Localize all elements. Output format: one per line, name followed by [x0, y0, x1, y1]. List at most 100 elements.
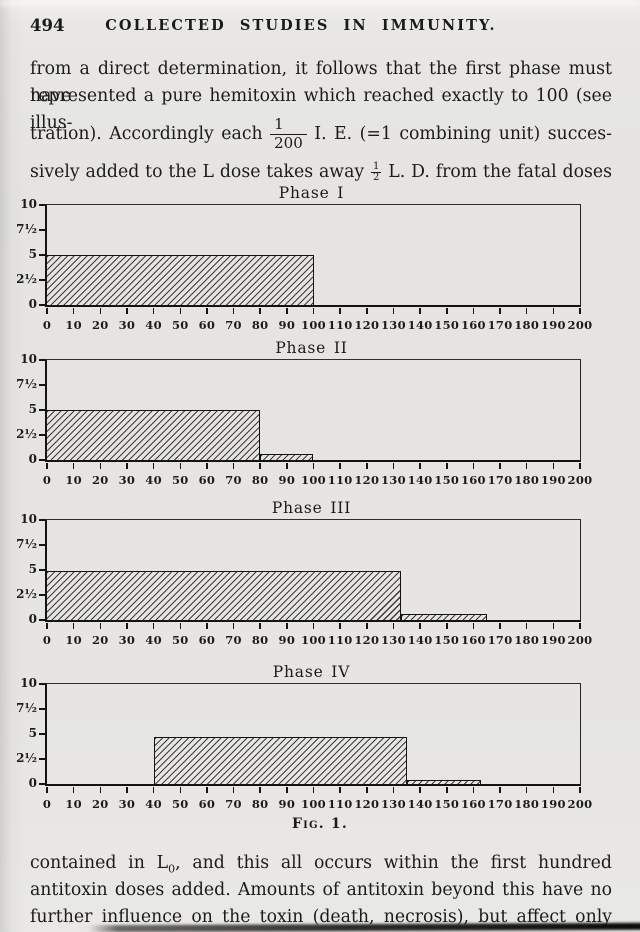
x-axis-tick-label: 170: [487, 473, 513, 487]
hatched-data-bar: [401, 614, 487, 620]
fraction-denominator: 2: [371, 172, 382, 183]
text-segment: L: [156, 853, 169, 873]
x-axis-tick-label: 100: [301, 633, 326, 647]
x-tick-mark: [232, 307, 235, 314]
x-axis-tick-label: 150: [434, 633, 460, 647]
x-tick-mark: [179, 622, 181, 629]
x-tick-mark: [472, 622, 475, 629]
x-axis-tick-label: 190: [540, 797, 566, 811]
x-tick-mark: [392, 622, 395, 629]
x-axis-tick-label: 130: [380, 318, 406, 332]
x-axis-tick-label: 130: [380, 633, 406, 647]
x-tick-mark: [126, 786, 128, 793]
x-tick-mark: [579, 462, 581, 469]
x-tick-mark: [552, 462, 555, 469]
x-axis-tick-label: 30: [118, 473, 136, 487]
x-tick-mark: [259, 622, 261, 629]
y-tick-mark: [38, 229, 45, 231]
x-tick-mark: [525, 462, 528, 469]
x-axis-tick-label: 40: [145, 318, 162, 332]
x-tick-mark: [472, 307, 475, 314]
x-axis-tick-label: 20: [91, 633, 109, 647]
paragraph-bottom: contained in L0, and this all occurs wit…: [30, 850, 612, 932]
x-axis-tick-label: 30: [118, 633, 136, 647]
x-tick-mark: [286, 462, 288, 469]
x-axis-tick-label: 160: [460, 633, 486, 647]
x-axis-tick-label: 80: [251, 473, 269, 487]
x-axis-tick-label: 40: [145, 797, 162, 811]
y-axis-tick-label: 0: [28, 612, 37, 626]
y-axis-tick-label: 5: [28, 726, 37, 740]
fraction-1-200: 1 200: [270, 115, 307, 152]
x-tick-mark: [525, 622, 528, 629]
x-tick-mark: [152, 786, 155, 793]
x-axis-tick-label: 70: [225, 633, 242, 647]
paragraph-top: from a direct determination, it follows …: [30, 56, 612, 246]
x-tick-mark: [232, 622, 235, 629]
x-axis-tick-label: 20: [91, 797, 109, 811]
x-axis-tick-label: 80: [251, 633, 269, 647]
x-tick-mark: [99, 622, 102, 629]
x-axis-tick-label: 90: [278, 473, 296, 487]
x-axis-tick-label: 10: [65, 318, 82, 332]
x-tick-mark: [232, 462, 235, 469]
y-tick-mark: [38, 783, 45, 785]
x-tick-mark: [99, 786, 102, 793]
y-axis-tick-label: 5: [28, 402, 37, 416]
x-tick-mark: [46, 307, 48, 314]
y-axis-tick-label: 10: [20, 352, 37, 366]
x-axis-tick-label: 90: [278, 318, 296, 332]
x-tick-mark: [286, 786, 288, 793]
x-axis-tick-label: 200: [567, 633, 593, 647]
x-axis-tick-label: 120: [354, 797, 380, 811]
x-tick-mark: [339, 462, 341, 469]
x-tick-mark: [446, 462, 448, 469]
hatched-data-bar: [47, 410, 261, 460]
plot-area: 10 7½ 5 2½ 0 0 10 20 30 40 50 60 70 80 90 100 110 120 130 1…: [16, 197, 592, 332]
x-axis-tick-label: 190: [540, 473, 566, 487]
chart-title: Phase II: [275, 339, 348, 357]
x-axis-tick-label: 200: [567, 473, 593, 487]
x-axis-tick-label: 70: [225, 797, 242, 811]
x-axis-tick-label: 20: [91, 473, 109, 487]
x-axis-tick-label: 50: [171, 473, 189, 487]
y-tick-mark: [38, 519, 45, 521]
x-tick-mark: [126, 622, 128, 629]
y-axis-tick-label: 2½: [16, 272, 37, 286]
y-axis-tick-label: 5: [28, 247, 37, 261]
x-tick-mark: [259, 307, 261, 314]
x-axis-tick-label: 30: [118, 318, 136, 332]
fraction-numerator: 1: [274, 115, 284, 134]
chart-phase-2: Phase II 10 7½ 5 2½ 0 0 10 20 30 40 50 60 70 80 90 100 1…: [16, 339, 592, 491]
x-axis-tick-label: 150: [434, 318, 460, 332]
y-axis-tick-label: 7½: [16, 701, 37, 715]
x-tick-mark: [392, 307, 395, 314]
x-tick-mark: [339, 307, 341, 314]
paragraph-line: from a direct determination, it follows …: [30, 59, 612, 106]
x-axis-tick-label: 70: [225, 318, 242, 332]
x-axis-tick-label: 50: [171, 797, 189, 811]
page-number: 494: [30, 16, 65, 35]
x-axis-tick-label: 20: [91, 318, 109, 332]
paragraph-line: further influence on the toxin (death, n…: [30, 907, 612, 927]
figure-caption: Fig. 1.: [292, 816, 348, 832]
x-axis-tick-label: 10: [65, 633, 82, 647]
x-axis-tick-label: 140: [407, 633, 433, 647]
x-tick-mark: [446, 307, 448, 314]
paragraph-line-with-fraction: tration). Accordingly each 1 200 I. E. (=…: [30, 112, 612, 156]
x-tick-mark: [286, 622, 288, 629]
x-axis-tick-label: 100: [301, 473, 326, 487]
x-axis-tick-label: 120: [354, 318, 380, 332]
x-axis-tick-label: 150: [434, 473, 460, 487]
text-segment: sively added to the L dose takes away: [30, 162, 365, 182]
y-tick-mark: [38, 254, 45, 256]
y-tick-mark: [38, 708, 45, 710]
y-axis-tick-label: 2½: [16, 427, 37, 441]
x-tick-mark: [499, 622, 501, 629]
x-tick-mark: [72, 786, 75, 793]
x-axis-tick-label: 90: [278, 797, 296, 811]
x-tick-mark: [126, 462, 128, 469]
x-axis-tick-label: 110: [327, 318, 353, 332]
text-segment: , and this all occurs within the first h…: [175, 853, 612, 873]
